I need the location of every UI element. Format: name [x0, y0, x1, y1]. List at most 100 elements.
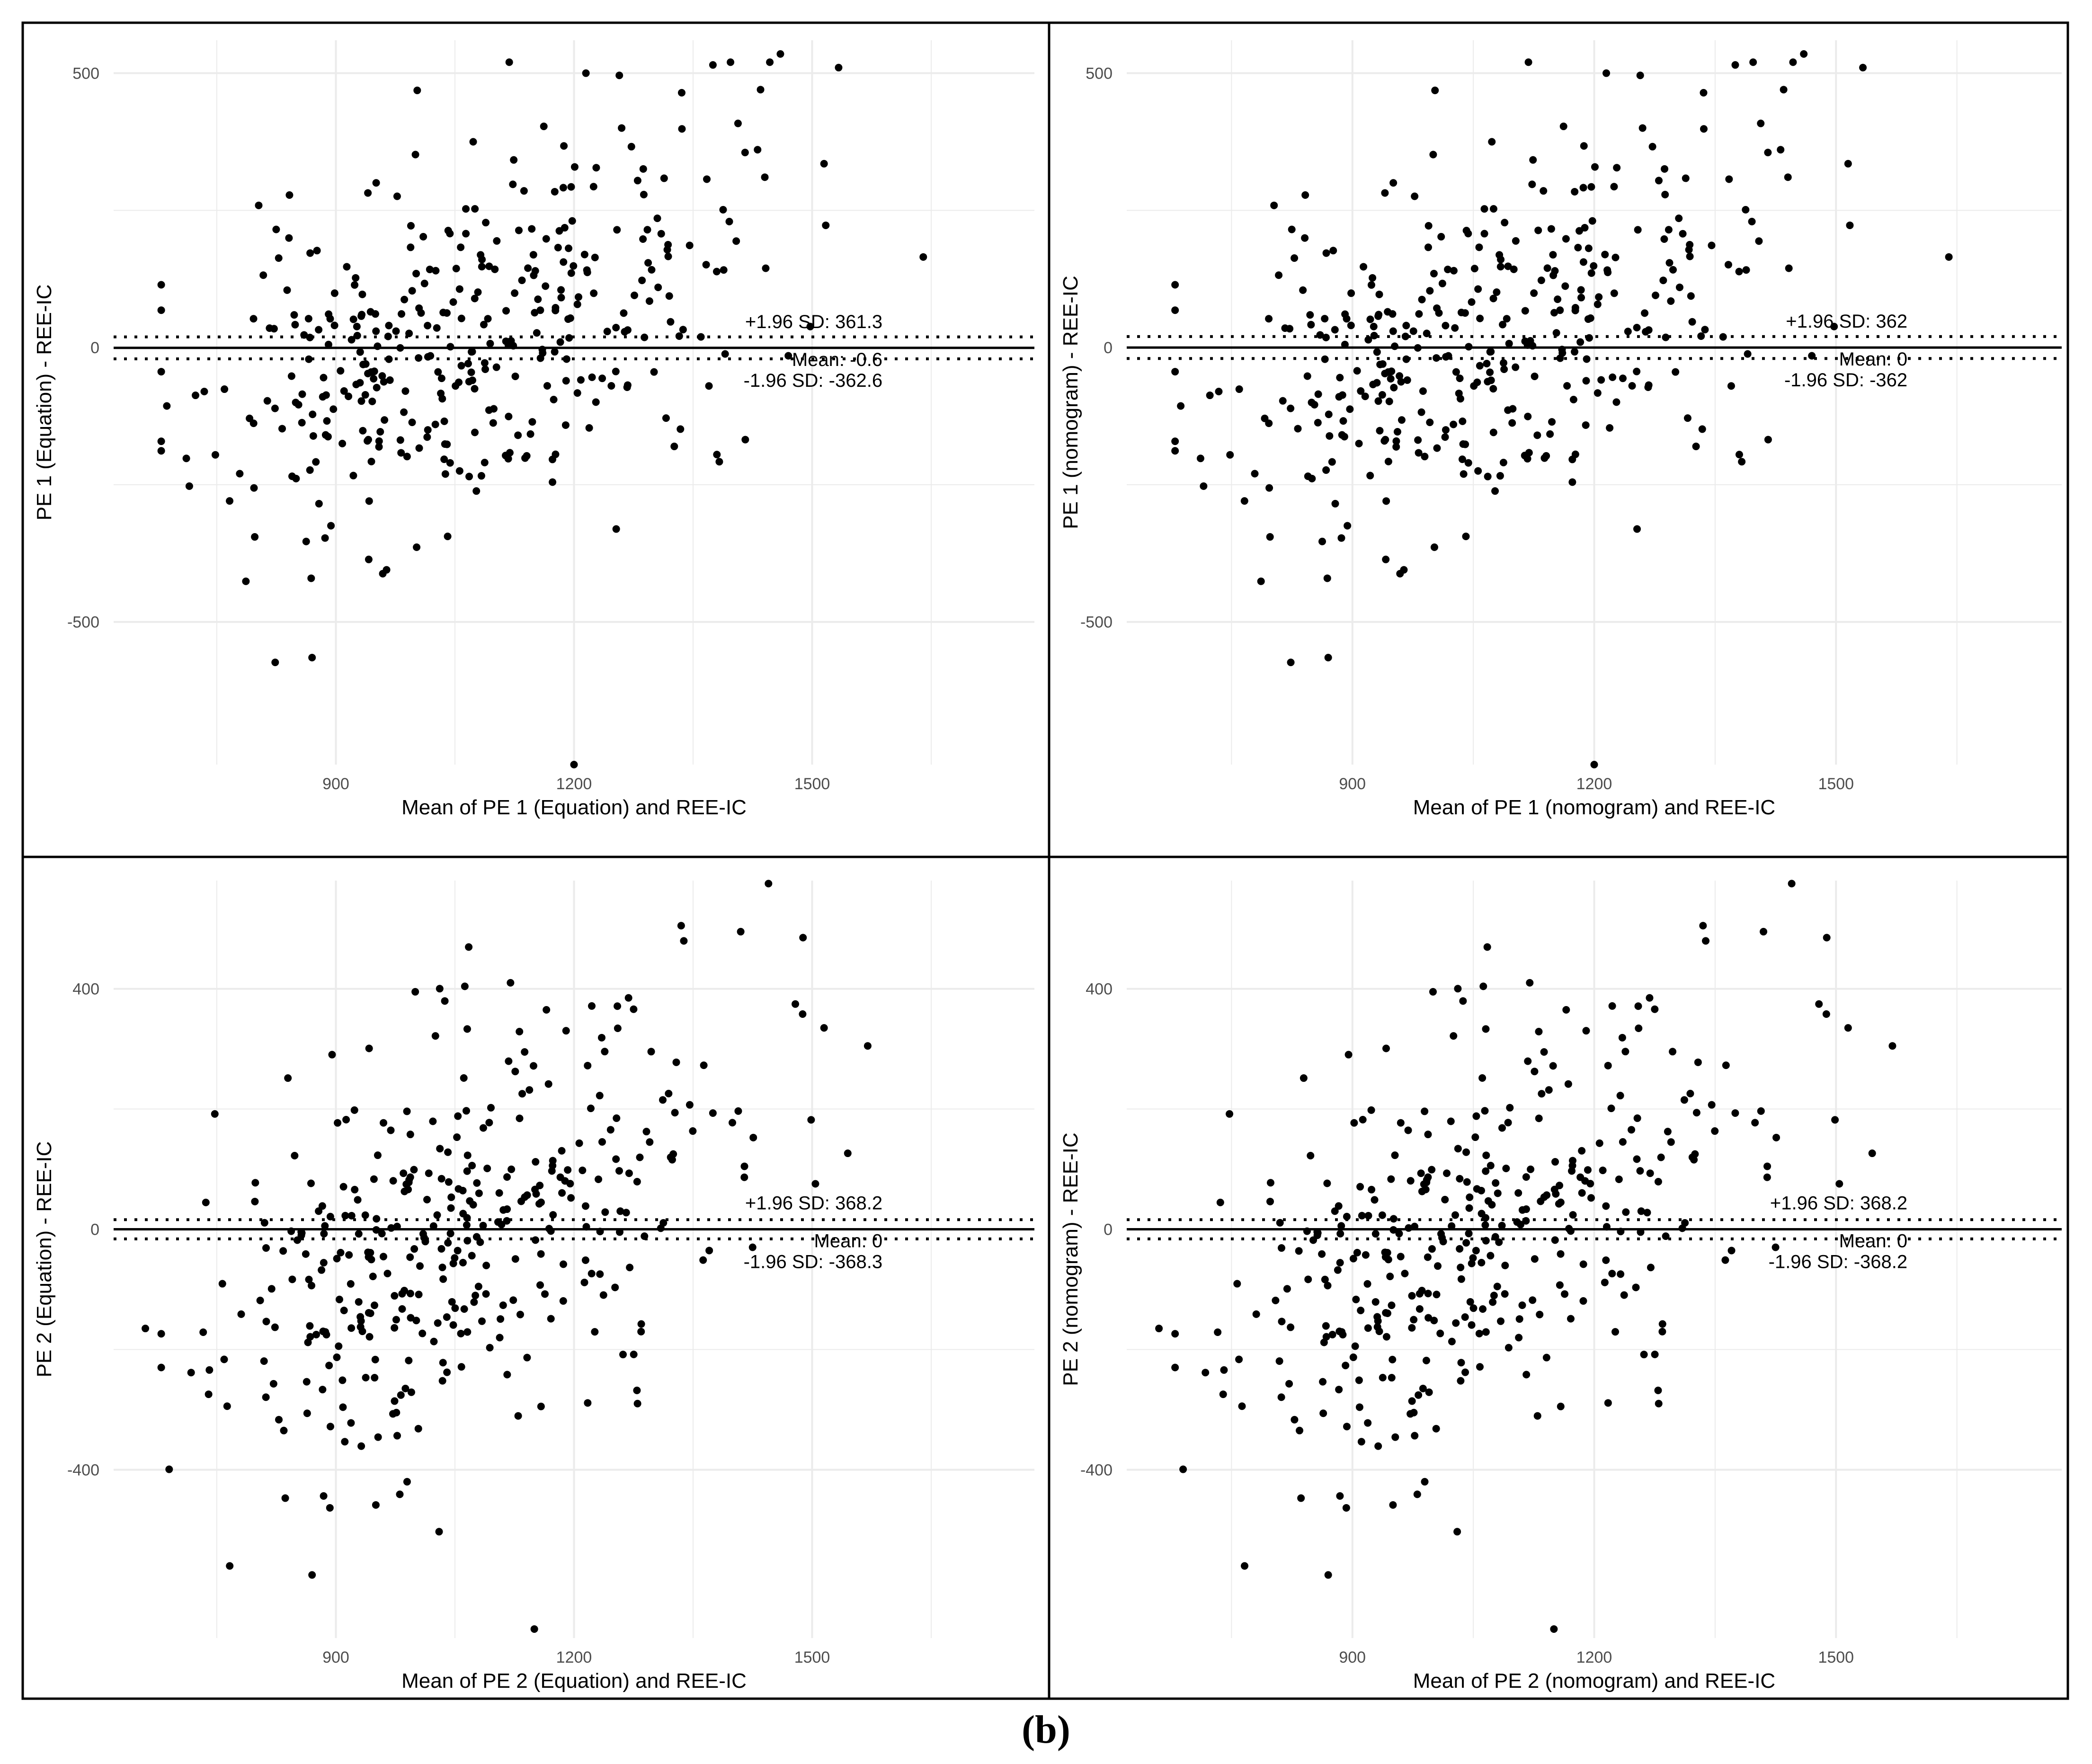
- data-point: [1633, 324, 1641, 332]
- data-point: [1318, 1250, 1326, 1258]
- data-point: [1265, 484, 1273, 492]
- data-point: [270, 325, 278, 333]
- data-point: [414, 1425, 422, 1433]
- data-point: [1578, 1147, 1586, 1155]
- data-point: [515, 226, 523, 234]
- data-point: [637, 1327, 645, 1336]
- data-point: [1529, 156, 1537, 164]
- data-point: [451, 1304, 459, 1312]
- data-point: [507, 1165, 516, 1173]
- y-tick-label: 0: [1104, 339, 1113, 357]
- data-point: [446, 230, 454, 238]
- data-point: [350, 1106, 358, 1114]
- upper-loa-label: +1.96 SD: 362: [1786, 311, 1907, 332]
- data-point: [557, 286, 565, 294]
- data-point: [283, 286, 291, 294]
- data-point: [596, 1270, 604, 1278]
- data-point: [1602, 1202, 1610, 1210]
- data-point: [633, 177, 641, 185]
- data-point: [518, 1090, 526, 1098]
- data-point: [549, 478, 557, 486]
- data-point: [1504, 406, 1512, 414]
- data-point: [1508, 419, 1516, 427]
- data-point: [1610, 183, 1618, 191]
- data-point: [251, 1179, 259, 1187]
- data-point: [532, 1158, 540, 1166]
- data-point: [663, 246, 671, 254]
- data-point: [440, 417, 448, 425]
- data-point: [1462, 1239, 1470, 1247]
- data-point: [1731, 1109, 1739, 1117]
- data-point: [372, 327, 380, 335]
- data-point: [457, 362, 465, 370]
- data-point: [337, 1248, 345, 1256]
- data-point: [327, 522, 335, 530]
- data-point: [1366, 315, 1374, 323]
- data-point: [1490, 1292, 1498, 1300]
- data-point: [1409, 327, 1417, 335]
- data-point: [1314, 419, 1322, 427]
- data-point: [1396, 570, 1404, 578]
- data-point: [262, 1393, 270, 1401]
- data-point: [272, 225, 280, 233]
- data-point: [407, 1388, 415, 1396]
- data-point: [1308, 474, 1316, 482]
- data-point: [393, 192, 401, 200]
- data-point: [1493, 1283, 1501, 1291]
- data-point: [1526, 979, 1534, 987]
- data-point: [291, 1151, 299, 1159]
- data-point: [443, 440, 451, 448]
- data-point: [379, 1253, 387, 1261]
- data-point: [1424, 1253, 1432, 1261]
- data-point: [1601, 250, 1609, 258]
- data-point: [400, 1169, 408, 1177]
- data-point: [1757, 119, 1765, 127]
- data-point: [1266, 533, 1274, 541]
- data-point: [1620, 1291, 1628, 1299]
- y-axis-title: PE 2 (nomogram) - REE-IC: [1059, 1132, 1082, 1386]
- data-point: [644, 259, 652, 267]
- data-point: [351, 281, 359, 289]
- data-point: [391, 1397, 399, 1405]
- data-point: [1421, 453, 1429, 461]
- data-point: [412, 269, 420, 277]
- data-point: [1287, 404, 1295, 412]
- data-point: [470, 1298, 478, 1306]
- data-point: [315, 326, 323, 334]
- data-point: [603, 328, 611, 336]
- data-point: [528, 225, 536, 233]
- data-point: [298, 390, 306, 398]
- data-point: [1357, 1307, 1365, 1315]
- data-point: [220, 1355, 228, 1363]
- data-point: [1475, 243, 1483, 251]
- data-point: [396, 1490, 404, 1498]
- data-point: [1301, 234, 1309, 242]
- data-point: [624, 994, 632, 1002]
- data-point: [365, 555, 373, 563]
- data-point: [1497, 256, 1505, 264]
- data-point: [302, 537, 310, 545]
- data-point: [1569, 396, 1577, 404]
- data-point: [584, 1399, 592, 1407]
- data-point: [223, 1402, 231, 1410]
- data-point: [1844, 1024, 1852, 1032]
- data-point: [1568, 478, 1576, 486]
- data-point: [454, 1247, 462, 1255]
- data-point: [1382, 1044, 1390, 1052]
- data-point: [391, 1292, 399, 1300]
- data-point: [507, 979, 515, 987]
- data-point: [1621, 1048, 1629, 1056]
- data-point: [1499, 321, 1507, 329]
- data-point: [1462, 532, 1470, 540]
- data-point: [1647, 1264, 1655, 1272]
- y-tick-label: 0: [90, 1221, 99, 1239]
- data-point: [1578, 1189, 1586, 1197]
- data-point: [452, 265, 460, 273]
- data-point: [1405, 1224, 1413, 1232]
- data-point: [345, 1251, 353, 1259]
- data-point: [1542, 1354, 1550, 1362]
- data-point: [444, 532, 452, 540]
- data-point: [1466, 1193, 1474, 1201]
- data-point: [1155, 1325, 1163, 1333]
- data-point: [580, 250, 588, 258]
